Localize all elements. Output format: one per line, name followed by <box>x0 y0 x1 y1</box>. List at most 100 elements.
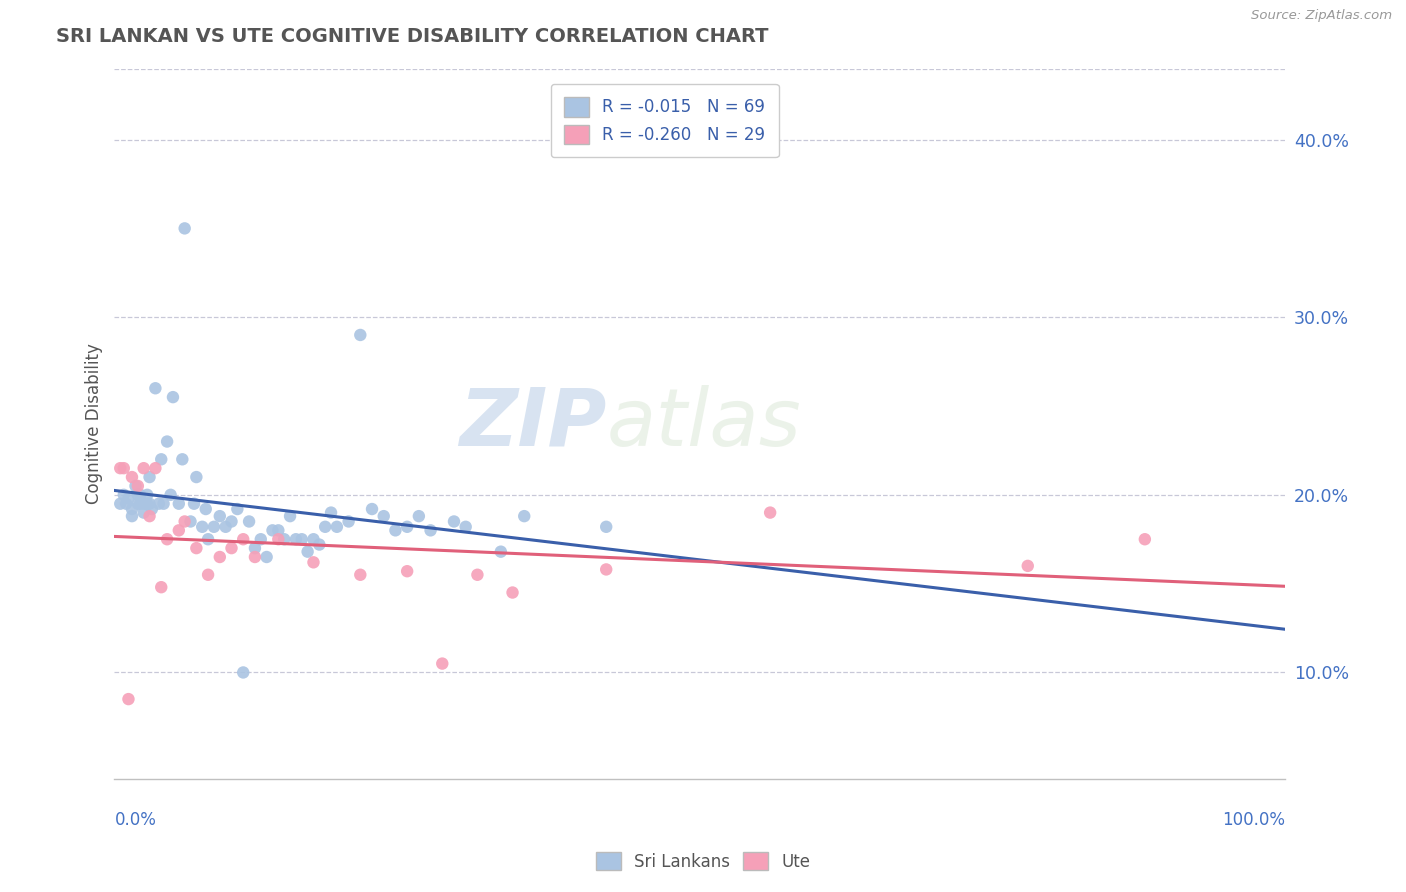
Point <box>112 488 135 502</box>
Point <box>1017 558 1039 573</box>
Point <box>173 515 195 529</box>
Point <box>117 491 139 506</box>
Point <box>297 544 319 558</box>
Point <box>232 665 254 680</box>
Point <box>110 461 132 475</box>
Point <box>273 533 295 547</box>
Point <box>221 541 243 555</box>
Point <box>243 541 266 555</box>
Point <box>110 497 132 511</box>
Point <box>314 520 336 534</box>
Point <box>145 381 167 395</box>
Point <box>443 515 465 529</box>
Text: Source: ZipAtlas.com: Source: ZipAtlas.com <box>1251 9 1392 22</box>
Point <box>454 520 477 534</box>
Point <box>138 470 160 484</box>
Point <box>396 564 419 578</box>
Point <box>396 520 419 534</box>
Point <box>138 497 160 511</box>
Point <box>349 567 371 582</box>
Point <box>432 657 454 671</box>
Point <box>513 509 536 524</box>
Point <box>132 461 155 475</box>
Point <box>249 533 271 547</box>
Point <box>221 515 243 529</box>
Point <box>150 580 173 594</box>
Point <box>337 515 360 529</box>
Point <box>226 502 249 516</box>
Point <box>167 524 190 538</box>
Point <box>202 520 225 534</box>
Point <box>349 328 371 343</box>
Point <box>595 562 617 576</box>
Point <box>262 524 284 538</box>
Point <box>186 470 208 484</box>
Point <box>489 544 512 558</box>
Point <box>129 488 152 502</box>
Point <box>148 497 170 511</box>
Point <box>197 533 219 547</box>
Point <box>361 502 384 516</box>
Point <box>595 520 617 534</box>
Point <box>112 461 135 475</box>
Point <box>172 452 194 467</box>
Point <box>180 515 202 529</box>
Point <box>373 509 395 524</box>
Point <box>156 434 179 449</box>
Y-axis label: Cognitive Disability: Cognitive Disability <box>86 343 103 504</box>
Legend: Sri Lankans, Ute: Sri Lankans, Ute <box>588 844 818 880</box>
Point <box>194 502 217 516</box>
Point <box>127 497 149 511</box>
Point <box>291 533 314 547</box>
Point <box>267 533 290 547</box>
Point <box>1133 533 1156 547</box>
Text: 100.0%: 100.0% <box>1222 811 1285 829</box>
Point <box>197 567 219 582</box>
Point <box>319 506 342 520</box>
Point <box>232 533 254 547</box>
Point <box>156 533 179 547</box>
Point <box>121 470 143 484</box>
Point <box>759 506 782 520</box>
Point <box>124 479 146 493</box>
Point <box>408 509 430 524</box>
Point <box>284 533 307 547</box>
Point <box>162 390 184 404</box>
Text: 0.0%: 0.0% <box>114 811 156 829</box>
Point <box>152 497 174 511</box>
Point <box>267 524 290 538</box>
Point <box>419 524 441 538</box>
Point <box>302 533 325 547</box>
Text: atlas: atlas <box>606 384 801 463</box>
Point <box>302 555 325 569</box>
Point <box>115 497 138 511</box>
Point <box>127 488 149 502</box>
Point <box>145 461 167 475</box>
Legend: R = -0.015   N = 69, R = -0.260   N = 29: R = -0.015 N = 69, R = -0.260 N = 29 <box>551 84 779 158</box>
Point <box>326 520 349 534</box>
Point <box>136 488 159 502</box>
Point <box>308 537 330 551</box>
Point <box>256 549 278 564</box>
Point <box>173 221 195 235</box>
Point <box>127 479 149 493</box>
Point <box>159 488 181 502</box>
Point <box>191 520 214 534</box>
Point <box>136 497 159 511</box>
Text: ZIP: ZIP <box>458 384 606 463</box>
Point <box>132 497 155 511</box>
Point <box>121 502 143 516</box>
Point <box>278 509 301 524</box>
Point <box>208 549 231 564</box>
Point <box>121 509 143 524</box>
Point <box>141 502 163 516</box>
Point <box>384 524 406 538</box>
Point <box>183 497 205 511</box>
Point <box>132 506 155 520</box>
Point <box>467 567 489 582</box>
Point <box>238 515 260 529</box>
Point <box>150 452 173 467</box>
Point <box>208 509 231 524</box>
Point <box>186 541 208 555</box>
Point <box>117 692 139 706</box>
